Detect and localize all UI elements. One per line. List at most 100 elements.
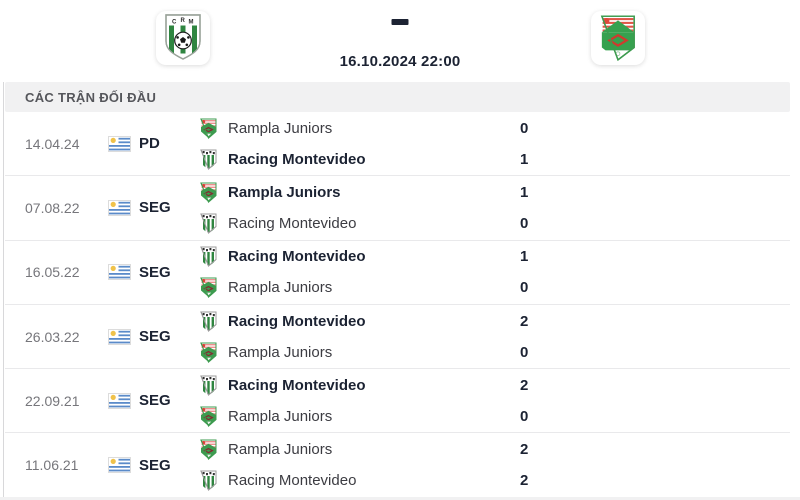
racing-montevideo-logo-icon	[200, 213, 217, 234]
team-score: 0	[520, 279, 529, 297]
team-score: 0	[520, 214, 529, 232]
next-section-edge	[0, 497, 800, 500]
section-header: CÁC TRẬN ĐỐI ĐẦU	[5, 82, 790, 112]
team-name: Rampla Juniors	[228, 441, 333, 459]
team-line: Racing Montevideo 2	[200, 372, 790, 398]
teams-cell: Racing Montevideo 2 Rampla Juniors 0	[200, 372, 790, 429]
rampla-juniors-logo-icon	[200, 277, 217, 299]
racing-montevideo-logo-icon	[200, 375, 217, 396]
racing-montevideo-logo-icon	[200, 470, 217, 492]
team-score: 0	[520, 407, 529, 425]
team-line: Rampla Juniors 0	[200, 115, 790, 141]
team-score: 2	[520, 376, 529, 394]
team-score: 2	[520, 472, 529, 490]
team-line: Rampla Juniors 0	[200, 275, 790, 301]
h2h-row[interactable]: 22.09.21 SEG Racing Montevideo 2	[5, 369, 790, 434]
team-line: Racing Montevideo 1	[200, 244, 790, 270]
rampla-juniors-logo-icon	[200, 118, 217, 139]
h2h-row[interactable]: 16.05.22 SEG Racing Montevideo 1	[5, 240, 790, 305]
uruguay-flag-icon	[108, 457, 131, 474]
team-line: Racing Montevideo 2	[200, 308, 790, 334]
fixture-header: C R M 16.10.2024 22:00	[0, 0, 800, 82]
team-name: Racing Montevideo	[228, 214, 357, 232]
rampla-juniors-logo-icon	[200, 342, 217, 363]
team-score: 2	[520, 441, 529, 459]
kickoff-datetime: 16.10.2024 22:00	[339, 53, 461, 70]
teams-cell: Rampla Juniors 2 Racing Montevideo 2	[200, 437, 790, 494]
team-line: Rampla Juniors 2	[200, 437, 790, 463]
uruguay-flag-icon	[108, 199, 131, 216]
match-date: 22.09.21	[25, 392, 80, 409]
team-line: Racing Montevideo 0	[200, 210, 790, 236]
teams-cell: Rampla Juniors 1 Racing Montevideo 0	[200, 179, 790, 236]
vs-dash	[391, 19, 409, 25]
svg-text:M: M	[189, 20, 194, 26]
match-date: 16.05.22	[25, 264, 80, 281]
rampla-juniors-logo-icon	[200, 406, 217, 427]
team-name: Racing Montevideo	[228, 150, 366, 168]
uruguay-flag-icon	[108, 264, 131, 281]
team-line: Racing Montevideo 1	[200, 146, 790, 172]
team-name: Racing Montevideo	[228, 248, 366, 266]
match-date: 14.04.24	[25, 135, 80, 152]
team-score: 1	[520, 150, 529, 168]
teams-cell: Racing Montevideo 1 Rampla Juniors 0	[200, 244, 790, 301]
team-score: 2	[520, 312, 529, 330]
team-name: Rampla Juniors	[228, 183, 341, 201]
competition-cell: SEG	[108, 199, 200, 216]
h2h-row[interactable]: 26.03.22 SEG Racing Montevideo 2	[5, 304, 790, 370]
match-date: 07.08.22	[25, 199, 80, 216]
team-score: 1	[520, 248, 529, 266]
team-name: Rampla Juniors	[228, 407, 333, 425]
competition-code: SEG	[139, 392, 171, 410]
svg-text:C: C	[172, 20, 177, 26]
team-score: 0	[520, 119, 529, 137]
h2h-row[interactable]: 14.04.24 PD Rampla Juniors 0	[5, 112, 790, 177]
teams-cell: Rampla Juniors 0 Racing Montevideo 1	[200, 115, 790, 172]
competition-cell: SEG	[108, 457, 200, 474]
team-name: Racing Montevideo	[228, 472, 357, 490]
racing-montevideo-logo-icon	[200, 311, 217, 332]
widget-left-border	[3, 82, 4, 500]
competition-code: SEG	[139, 456, 171, 474]
rampla-juniors-logo-icon	[200, 182, 217, 203]
away-team-crest[interactable]	[591, 11, 645, 65]
home-team-crest[interactable]: C R M	[156, 11, 210, 65]
competition-code: PD	[139, 135, 160, 153]
team-score: 1	[520, 183, 529, 201]
team-name: Racing Montevideo	[228, 376, 366, 394]
team-line: Racing Montevideo 2	[200, 468, 790, 494]
section-title: CÁC TRẬN ĐỐI ĐẦU	[25, 89, 157, 105]
svg-text:R: R	[181, 18, 186, 24]
uruguay-flag-icon	[108, 392, 131, 409]
uruguay-flag-icon	[108, 328, 131, 345]
team-name: Rampla Juniors	[228, 119, 333, 137]
team-name: Rampla Juniors	[228, 343, 333, 361]
uruguay-flag-icon	[108, 135, 131, 152]
team-score: 0	[520, 343, 529, 361]
competition-code: SEG	[139, 199, 171, 217]
competition-code: SEG	[139, 263, 171, 281]
team-name: Racing Montevideo	[228, 312, 366, 330]
racing-montevideo-crest-icon: C R M	[163, 13, 203, 63]
match-date: 26.03.22	[25, 328, 80, 345]
rampla-juniors-crest-icon	[599, 13, 637, 63]
teams-cell: Racing Montevideo 2 Rampla Juniors 0	[200, 308, 790, 365]
match-date: 11.06.21	[25, 457, 79, 474]
team-line: Rampla Juniors 1	[200, 179, 790, 205]
team-name: Rampla Juniors	[228, 279, 333, 297]
team-line: Rampla Juniors 0	[200, 403, 790, 429]
racing-montevideo-logo-icon	[200, 149, 217, 170]
rampla-juniors-logo-icon	[200, 439, 217, 460]
competition-cell: SEG	[108, 264, 200, 281]
competition-code: SEG	[139, 328, 171, 346]
racing-montevideo-logo-icon	[200, 246, 217, 268]
h2h-row[interactable]: 11.06.21 SEG Rampla Juniors 2	[5, 433, 790, 498]
h2h-row[interactable]: 07.08.22 SEG Rampla Juniors 1	[5, 176, 790, 241]
team-line: Rampla Juniors 0	[200, 339, 790, 365]
competition-cell: SEG	[108, 392, 200, 409]
h2h-rows: 14.04.24 PD Rampla Juniors 0	[5, 112, 790, 498]
competition-cell: PD	[108, 135, 200, 152]
competition-cell: SEG	[108, 328, 200, 345]
